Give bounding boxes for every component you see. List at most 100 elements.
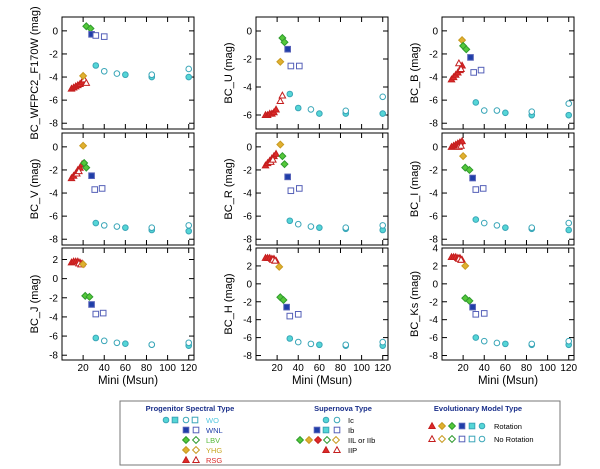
- y-tick-label: -4: [243, 315, 252, 326]
- data-point-wo: [92, 334, 100, 342]
- x-tick-label: 120: [374, 363, 391, 374]
- data-point-wnl: [294, 311, 302, 318]
- data-point-wo: [113, 70, 121, 77]
- y-tick-label: 0: [52, 26, 58, 37]
- data-point-wo: [316, 110, 323, 117]
- panel-6: 0 -2 -4 -6 -8 BC_I (mag): [409, 132, 575, 246]
- y-tick-label: -4: [429, 73, 438, 84]
- legend-marker-iil: [322, 435, 332, 445]
- data-point-wo: [294, 104, 302, 112]
- y-tick-label: -4: [243, 189, 252, 200]
- y-tick-label: -2: [243, 165, 252, 176]
- y-tick-label: -4: [49, 312, 58, 323]
- data-point-lbv: [279, 295, 288, 305]
- data-point-wnl: [472, 186, 480, 193]
- y-tick-label: -4: [429, 315, 438, 326]
- data-point-wo: [148, 341, 156, 348]
- data-point-wo: [528, 224, 536, 231]
- data-point-wnl: [100, 33, 108, 40]
- x-axis-label: Mini (Msun): [478, 375, 538, 387]
- x-tick-label: 80: [521, 363, 533, 374]
- data-point-wo: [185, 222, 193, 229]
- data-point-wnl: [99, 309, 107, 317]
- data-point-wo: [565, 337, 573, 345]
- data-point-wo: [316, 341, 323, 349]
- y-tick-label: 0: [52, 274, 58, 285]
- y-axis-label: BC_V (mag): [29, 159, 41, 220]
- legend-marker-iil: [313, 435, 323, 445]
- data-point-wo: [379, 110, 387, 117]
- data-point-wnl: [92, 310, 100, 318]
- data-point-wo: [379, 93, 387, 101]
- y-tick-label: -8: [429, 351, 438, 362]
- y-tick-label: -4: [429, 189, 438, 200]
- legend-marker-iip: [332, 445, 342, 454]
- data-point-rsg: [278, 91, 287, 99]
- y-tick-label: -6: [49, 96, 58, 107]
- data-point-wo: [100, 67, 108, 75]
- y-tick-label: -4: [49, 73, 58, 84]
- data-point-wo: [294, 220, 302, 228]
- data-point-yhg: [275, 262, 284, 271]
- data-point-wo: [502, 224, 509, 231]
- legend-marker-rsg: [191, 455, 201, 464]
- plot-frame: [441, 16, 575, 130]
- y-tick-label: -6: [429, 212, 438, 223]
- data-point-wnl: [92, 32, 100, 39]
- x-tick-label: 20: [78, 363, 90, 374]
- data-point-wo: [307, 223, 315, 230]
- data-point-wnl: [480, 310, 488, 317]
- legend-title-progenitor: Progenitor Spectral Type: [146, 404, 235, 413]
- panels-grid: 0 -2 -4 -6 -8 BC_WFPC2_F170W (mag) 0 -2 -4 -6 BC_U…: [29, 6, 577, 387]
- legend-marker-rotation: [478, 422, 486, 430]
- data-point-wnl: [295, 185, 303, 192]
- data-point-wnl: [287, 187, 295, 195]
- y-tick-label: -2: [429, 49, 438, 60]
- legend-marker-no-rotation: [427, 434, 437, 443]
- legend-marker-lbv: [191, 435, 201, 445]
- y-axis-label: BC_Ks (mag): [409, 271, 421, 337]
- data-point-wnl: [287, 62, 295, 70]
- y-tick-label: -6: [243, 212, 252, 223]
- data-point-wo: [92, 62, 100, 69]
- legend-label-iil: IIL or IIb: [348, 436, 375, 445]
- legend-marker-rotation: [447, 421, 457, 431]
- data-point-wnl: [91, 186, 99, 193]
- y-tick-label: -4: [243, 83, 252, 94]
- y-tick-label: -2: [49, 49, 58, 60]
- legend-label-yhg: YHG: [206, 446, 222, 455]
- data-point-wo: [565, 100, 573, 107]
- data-point-wo: [480, 337, 488, 345]
- data-point-wo: [565, 226, 573, 234]
- legend-title-supernova: Supernova Type: [314, 404, 372, 413]
- data-point-lbv: [85, 292, 94, 301]
- data-point-rsg: [272, 149, 281, 157]
- data-point-wo: [493, 222, 501, 229]
- legend-marker-ib: [333, 426, 341, 434]
- data-point-rsg: [454, 58, 463, 67]
- y-tick-label: -6: [429, 333, 438, 344]
- y-tick-label: -8: [243, 235, 252, 246]
- data-point-wo: [528, 340, 536, 348]
- data-point-wo: [286, 335, 294, 342]
- x-axis-label: Mini (Msun): [292, 375, 352, 387]
- legend-marker-iip: [321, 445, 331, 454]
- data-point-rsg: [456, 141, 466, 149]
- y-tick-label: -8: [49, 119, 58, 130]
- legend-marker-no-rotation: [478, 435, 486, 443]
- data-point-wnl: [88, 172, 95, 180]
- legend-marker-rotation: [437, 421, 447, 431]
- legend-label-ib: Ib: [348, 426, 354, 435]
- y-axis-label: BC_J (mag): [29, 275, 41, 334]
- x-tick-label: 80: [141, 363, 153, 374]
- y-tick-label: 0: [246, 279, 252, 290]
- legend: Progenitor Spectral Type WO WNL LBV YHG …: [119, 400, 561, 466]
- data-point-wo: [493, 339, 501, 347]
- data-point-wo: [565, 111, 573, 119]
- y-tick-label: 2: [246, 261, 252, 272]
- legend-marker-iil: [295, 435, 305, 445]
- data-point-lbv: [280, 38, 289, 47]
- data-point-wo: [122, 71, 129, 79]
- legend-marker-no-rotation: [437, 434, 447, 444]
